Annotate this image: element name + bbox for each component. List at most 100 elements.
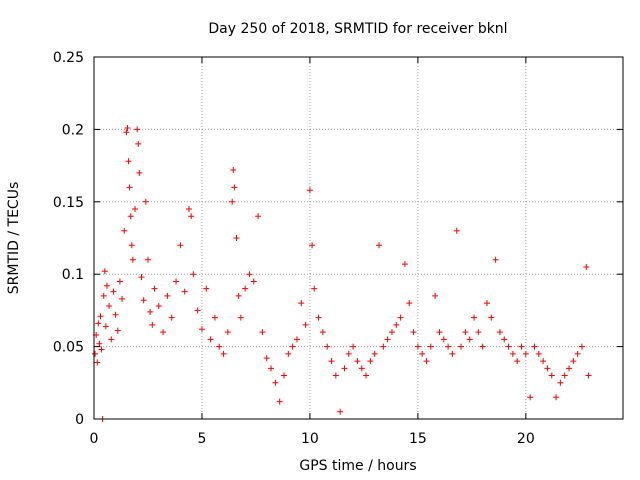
data-point: [155, 303, 162, 310]
data-point: [100, 292, 107, 299]
data-point: [98, 346, 105, 353]
data-point: [276, 398, 283, 405]
data-point: [544, 365, 551, 372]
data-point: [483, 300, 490, 307]
data-point: [522, 350, 529, 357]
data-point: [574, 350, 581, 357]
data-point: [488, 314, 495, 321]
y-tick-label: 0.25: [53, 50, 84, 66]
data-point: [401, 261, 408, 268]
data-point: [388, 329, 395, 336]
data-point: [384, 336, 391, 343]
data-point: [103, 282, 110, 289]
data-point: [134, 126, 141, 133]
data-point: [188, 213, 195, 220]
data-point: [458, 343, 465, 350]
y-axis-title: SRMTID / TECUs: [6, 182, 22, 295]
data-point: [311, 285, 318, 292]
data-point: [124, 124, 131, 131]
data-point: [136, 169, 143, 176]
data-point: [92, 350, 99, 357]
data-point: [518, 343, 525, 350]
data-point: [449, 350, 456, 357]
data-point: [548, 372, 555, 379]
data-point: [475, 329, 482, 336]
data-point: [123, 129, 130, 136]
data-point: [255, 213, 262, 220]
data-point: [129, 256, 136, 263]
data-point: [116, 278, 123, 285]
data-point: [501, 336, 508, 343]
data-point: [285, 350, 292, 357]
data-point: [436, 329, 443, 336]
data-point: [566, 365, 573, 372]
data-point: [466, 336, 473, 343]
data-point: [97, 313, 104, 320]
data-point: [95, 320, 102, 327]
data-point: [135, 140, 142, 147]
data-point: [527, 394, 534, 401]
data-point: [583, 263, 590, 270]
data-point: [371, 350, 378, 357]
data-point: [363, 372, 370, 379]
data-point: [376, 242, 383, 249]
data-point: [328, 358, 335, 365]
data-point: [337, 408, 344, 415]
data-point: [151, 285, 158, 292]
data-point: [224, 329, 231, 336]
data-point: [235, 292, 242, 299]
data-point: [160, 329, 167, 336]
data-point: [445, 343, 452, 350]
data-point: [237, 314, 244, 321]
data-point: [132, 206, 139, 213]
data-point: [410, 329, 417, 336]
data-point: [561, 372, 568, 379]
data-point: [108, 336, 115, 343]
data-point: [114, 327, 121, 334]
y-tick-label: 0: [75, 412, 84, 428]
y-tick-label: 0.15: [53, 195, 84, 211]
data-point: [358, 365, 365, 372]
axis-ticks: 0 5 10 15 20 0 0.05 0.1 0.15 0.2 0.25: [53, 50, 623, 447]
data-point: [216, 343, 223, 350]
y-tick-label: 0.1: [62, 267, 84, 283]
x-axis-title: GPS time / hours: [299, 458, 416, 474]
data-point: [198, 326, 205, 333]
data-point: [324, 343, 331, 350]
data-point: [585, 372, 592, 379]
data-point: [144, 256, 151, 263]
data-point: [121, 227, 128, 234]
plot-frame: [93, 56, 624, 420]
x-tick-label: 20: [517, 431, 535, 447]
data-point: [281, 372, 288, 379]
data-point: [419, 350, 426, 357]
data-point: [194, 307, 201, 314]
data-point: [471, 314, 478, 321]
data-point: [259, 329, 266, 336]
data-point: [173, 278, 180, 285]
data-point: [119, 295, 126, 302]
data-point: [432, 292, 439, 299]
data-point: [315, 314, 322, 321]
x-tick-label: 10: [301, 431, 319, 447]
data-point: [211, 314, 218, 321]
data-point: [553, 394, 560, 401]
data-point: [393, 321, 400, 328]
data-point: [230, 166, 237, 173]
data-point: [128, 242, 135, 249]
data-point: [138, 274, 145, 281]
data-point: [306, 187, 313, 194]
data-point: [168, 314, 175, 321]
data-point: [557, 379, 564, 386]
data-point: [177, 242, 184, 249]
data-point: [142, 198, 149, 205]
data-point: [345, 350, 352, 357]
data-point: [186, 206, 193, 213]
data-point: [229, 198, 236, 205]
data-point: [190, 271, 197, 278]
data-point: [149, 321, 156, 328]
data-point: [126, 184, 133, 191]
data-point: [203, 285, 210, 292]
data-point: [101, 268, 108, 275]
data-point: [570, 358, 577, 365]
